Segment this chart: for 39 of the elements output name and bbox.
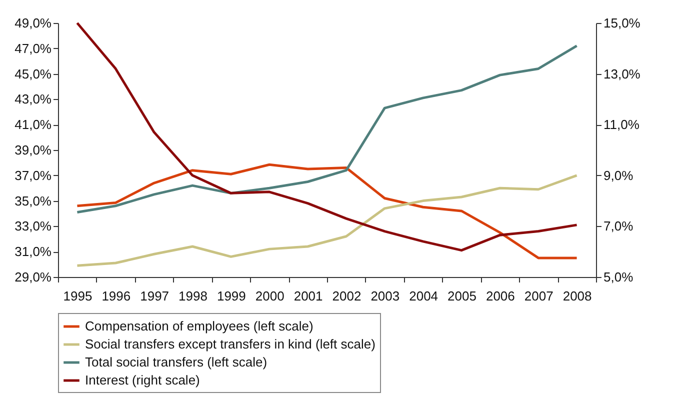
y2-tick-label: 11,0% <box>604 117 640 132</box>
legend-label: Interest (right scale) <box>85 372 200 388</box>
y-tick-label: 29,0% <box>14 270 52 284</box>
y2-tick-label: 13,0% <box>604 66 641 82</box>
x-tick-label: 1996 <box>102 288 131 304</box>
y-tick-label: 37,0% <box>14 168 52 183</box>
x-tick-label: 2006 <box>486 288 515 304</box>
y-tick-label: 43,0% <box>14 92 52 107</box>
y2-tick-label: 9,0% <box>604 168 634 183</box>
y-tick-label: 35,0% <box>14 193 52 208</box>
y-tick-label: 39,0% <box>14 142 52 158</box>
line-series <box>76 163 578 260</box>
legend-label: Compensation of employees (left scale) <box>85 318 314 334</box>
y-tick-label: 31,0% <box>14 244 52 260</box>
y-tick-label: 45,0% <box>14 66 52 82</box>
line-series <box>76 174 578 267</box>
x-tick-label: 1999 <box>216 288 246 304</box>
line-series <box>76 22 578 252</box>
legend-label: Social transfers except transfers in kind (left scale) <box>85 336 376 352</box>
y2-tick-label: 15,0% <box>604 16 641 30</box>
y-tick-label: 49,0% <box>14 16 52 30</box>
y-tick-label: 41,0% <box>14 117 52 132</box>
x-tick-label: 1995 <box>63 288 92 304</box>
y-tick-label: 33,0% <box>14 218 52 234</box>
x-tick-label: 2002 <box>332 288 362 304</box>
y2-tick-label: 5,0% <box>604 270 634 284</box>
y2-tick-label: 7,0% <box>604 218 634 234</box>
x-tick-label: 2003 <box>370 288 400 304</box>
line-series <box>76 44 578 214</box>
x-tick-label: 2007 <box>524 288 554 304</box>
y-tick-label: 47,0% <box>14 40 52 56</box>
x-tick-label: 2001 <box>294 288 323 304</box>
x-tick-label: 2008 <box>562 288 592 304</box>
legend-label: Total social transfers (left scale) <box>85 354 268 370</box>
x-tick-label: 2005 <box>448 288 476 304</box>
x-tick-label: 2004 <box>409 288 438 304</box>
x-tick-label: 1997 <box>140 288 170 304</box>
x-tick-label: 2000 <box>255 288 284 304</box>
x-tick-label: 1998 <box>178 288 208 304</box>
